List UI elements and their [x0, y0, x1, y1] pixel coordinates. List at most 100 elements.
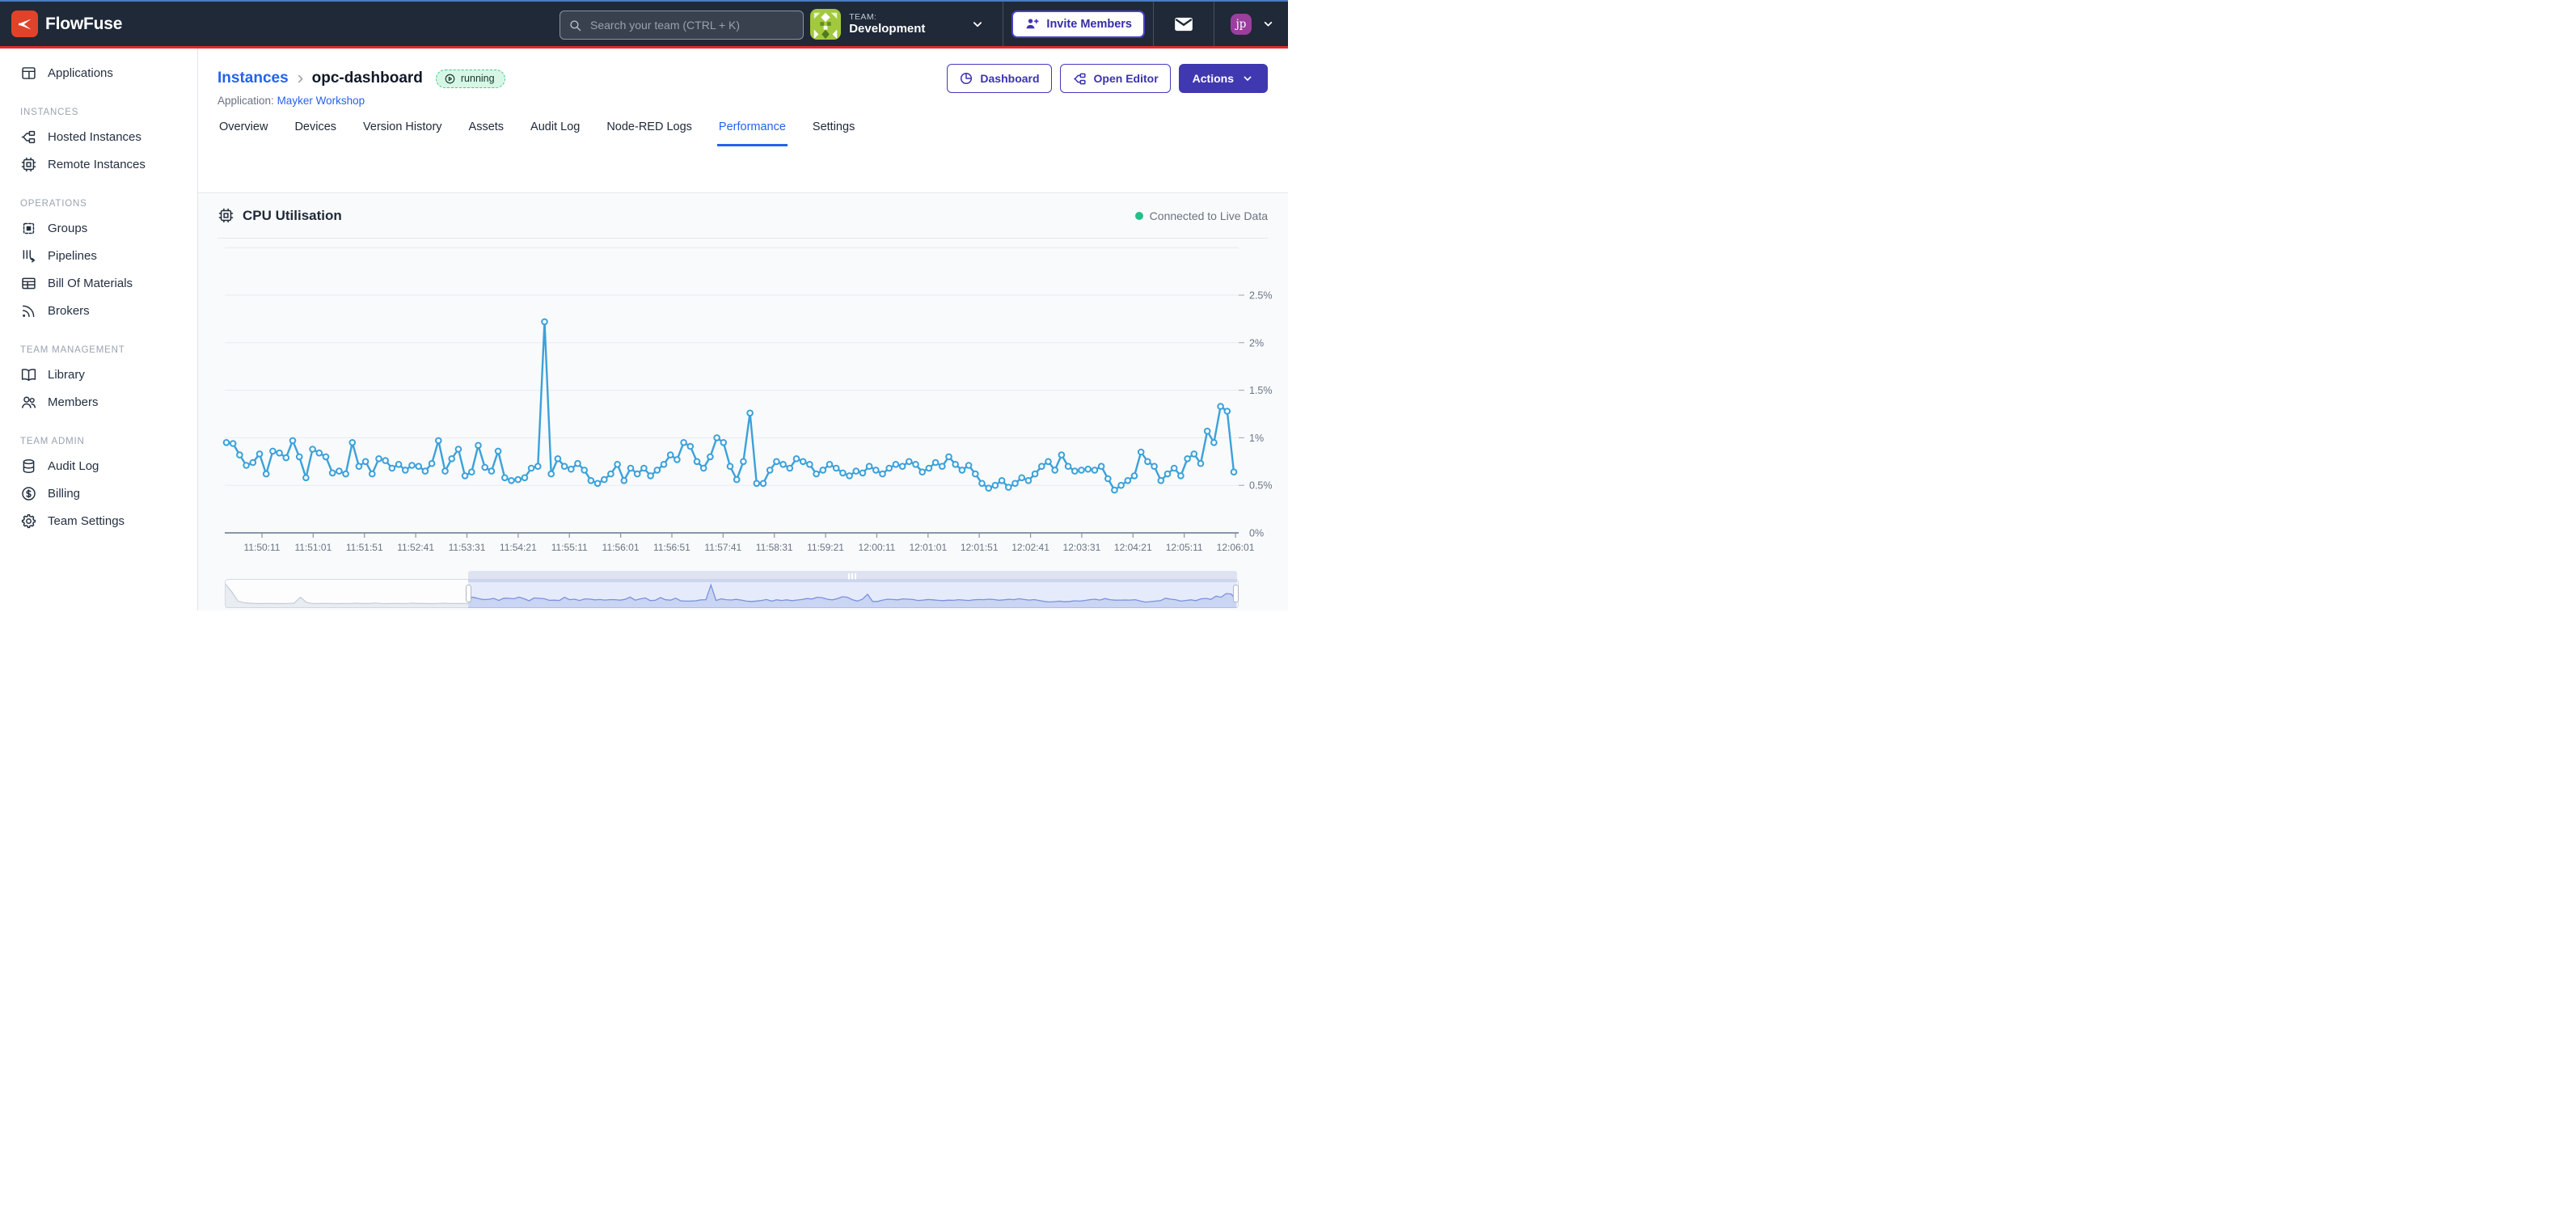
breadcrumb: Instances opc-dashboard running Dashboar…	[217, 66, 1268, 91]
sidebar-item-team-settings[interactable]: Team Settings	[0, 507, 197, 534]
sidebar-item-members[interactable]: Members	[0, 388, 197, 416]
x-tick-label: 11:58:31	[756, 542, 793, 553]
search-input[interactable]	[589, 18, 795, 32]
sidebar-item-brokers[interactable]: Brokers	[0, 297, 197, 324]
sidebar-item-remote-instances[interactable]: Remote Instances	[0, 150, 197, 178]
tab-settings[interactable]: Settings	[811, 120, 856, 146]
sidebar-item-audit-log[interactable]: Audit Log	[0, 452, 197, 480]
x-tick-label: 12:00:11	[859, 542, 896, 553]
user-menu[interactable]: jp	[1223, 14, 1278, 35]
sidebar-item-label: Audit Log	[48, 459, 99, 473]
envelope-icon	[1173, 14, 1194, 35]
application-link[interactable]: Mayker Workshop	[277, 95, 365, 107]
sidebar-item-bill-of-materials[interactable]: Bill Of Materials	[0, 269, 197, 297]
x-tick-label: 12:03:31	[1063, 542, 1101, 553]
book-icon	[20, 366, 37, 383]
status-badge: running	[436, 70, 505, 88]
chip-icon	[20, 156, 37, 173]
sidebar-item-label: Brokers	[48, 304, 90, 318]
brush-selection[interactable]	[468, 579, 1237, 608]
actions-button[interactable]: Actions	[1179, 64, 1268, 93]
team-selector[interactable]: TEAM: Development	[800, 9, 995, 40]
brush-handle-left[interactable]	[466, 585, 471, 602]
divider	[217, 238, 1268, 239]
page-title: opc-dashboard	[312, 70, 423, 87]
team-name: Development	[849, 22, 925, 36]
team-search-box[interactable]	[560, 11, 804, 40]
sidebar-item-label: Library	[48, 368, 85, 382]
flowfuse-logo-icon	[11, 11, 38, 37]
sidebar-item-pipelines[interactable]: Pipelines	[0, 242, 197, 269]
chart-title: CPU Utilisation	[243, 208, 342, 224]
notifications-button[interactable]	[1162, 14, 1206, 35]
tab-audit-log[interactable]: Audit Log	[529, 120, 581, 146]
cpu-utilisation-chart[interactable]: 0%0.5%1%1.5%2%2.5%11:50:1111:51:0111:51:…	[225, 243, 1239, 559]
y-tick-label: 1%	[1249, 433, 1264, 444]
dollar-icon	[20, 485, 37, 502]
sidebar-section-label: TEAM MANAGEMENT	[20, 345, 197, 355]
live-status-text: Connected to Live Data	[1150, 209, 1268, 222]
sidebar-item-label: Billing	[48, 487, 80, 501]
y-tick-label: 1.5%	[1249, 385, 1273, 396]
top-navigation-bar: FlowFuse	[0, 0, 1288, 49]
x-tick-label: 11:51:51	[346, 542, 383, 553]
flowfuse-logo[interactable]: FlowFuse	[11, 11, 122, 37]
tab-node-red-logs[interactable]: Node-RED Logs	[605, 120, 694, 146]
brush-handle-right[interactable]	[1233, 585, 1239, 602]
tab-version-history[interactable]: Version History	[361, 120, 444, 146]
groups-icon	[20, 220, 37, 237]
y-tick-label: 2.5%	[1249, 290, 1273, 302]
y-tick-label: 0%	[1249, 528, 1264, 539]
x-tick-label: 12:06:01	[1217, 542, 1255, 553]
sidebar-item-hosted-instances[interactable]: Hosted Instances	[0, 123, 197, 150]
x-tick-label: 11:56:51	[653, 542, 690, 553]
x-tick-label: 11:57:41	[704, 542, 741, 553]
cpu-line-chart-svg[interactable]: 0%0.5%1%1.5%2%2.5%11:50:1111:51:0111:51:…	[225, 243, 1239, 559]
chevron-down-icon	[1261, 17, 1275, 31]
play-circle-icon	[444, 73, 456, 85]
table-icon	[20, 275, 37, 292]
sidebar-item-label: Groups	[48, 222, 87, 235]
x-tick-label: 11:51:01	[294, 542, 332, 553]
sidebar-item-library[interactable]: Library	[0, 361, 197, 388]
sidebar-item-billing[interactable]: Billing	[0, 480, 197, 507]
actions-button-label: Actions	[1193, 72, 1234, 85]
instance-tabs: Overview Devices Version History Assets Audi…	[217, 120, 1269, 146]
tab-devices[interactable]: Devices	[293, 120, 338, 146]
x-tick-label: 11:52:41	[397, 542, 434, 553]
x-tick-label: 11:55:11	[551, 542, 588, 553]
gear-icon	[20, 513, 37, 530]
cpu-chip-icon	[217, 207, 234, 224]
tab-assets[interactable]: Assets	[467, 120, 506, 146]
main-content: Instances opc-dashboard running Dashboar…	[198, 49, 1288, 610]
open-editor-button-label: Open Editor	[1094, 72, 1159, 85]
team-label: TEAM:	[849, 12, 925, 22]
tab-performance[interactable]: Performance	[717, 120, 788, 146]
y-tick-label: 0.5%	[1249, 480, 1273, 492]
sidebar-section-label: INSTANCES	[20, 108, 197, 117]
tab-overview[interactable]: Overview	[217, 120, 269, 146]
sidebar-item-applications[interactable]: Applications	[0, 59, 197, 87]
rss-icon	[20, 302, 37, 319]
application-row: Application: Mayker Workshop	[217, 95, 1268, 107]
header-divider	[1153, 2, 1154, 46]
performance-panel: CPU Utilisation Connected to Live Data 0…	[198, 192, 1288, 610]
x-tick-label: 12:01:01	[909, 542, 947, 553]
sidebar-item-groups[interactable]: Groups	[0, 214, 197, 242]
chevron-down-icon	[970, 17, 985, 32]
search-icon	[568, 19, 582, 32]
branch-icon	[20, 129, 37, 146]
sidebar-item-label: Bill Of Materials	[48, 277, 133, 290]
database-icon	[20, 458, 37, 475]
invite-members-button[interactable]: Invite Members	[1011, 11, 1145, 38]
y-tick-label: 2%	[1249, 337, 1264, 349]
pie-chart-icon	[959, 71, 973, 86]
applications-icon	[20, 65, 37, 82]
breadcrumb-instances-link[interactable]: Instances	[217, 70, 289, 87]
open-editor-button[interactable]: Open Editor	[1060, 64, 1171, 93]
chevron-right-icon	[293, 72, 307, 86]
dashboard-button[interactable]: Dashboard	[947, 64, 1051, 93]
status-badge-label: running	[461, 73, 495, 84]
invite-members-label: Invite Members	[1046, 18, 1132, 31]
x-tick-label: 12:04:21	[1114, 542, 1152, 553]
